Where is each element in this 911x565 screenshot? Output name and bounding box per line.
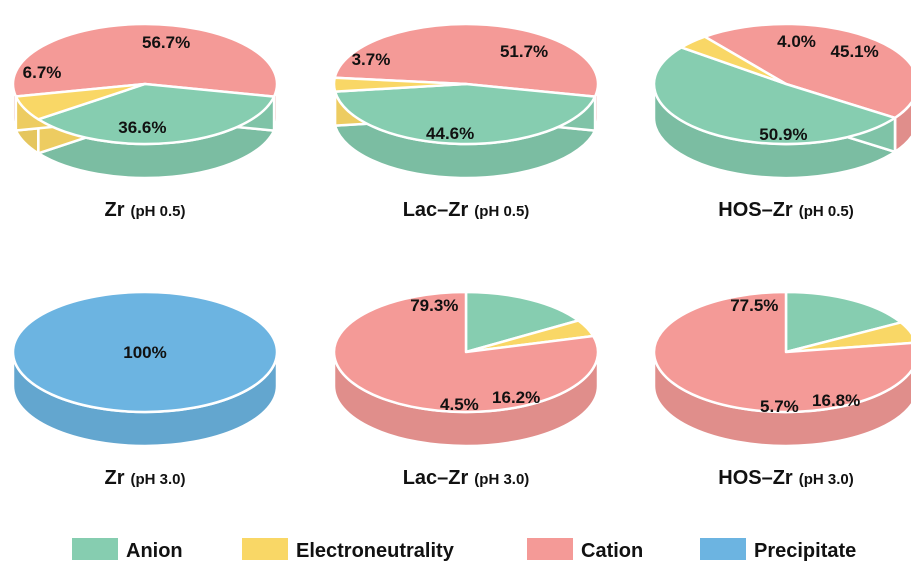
data-label-cation: 45.1% xyxy=(831,42,879,61)
chart-subtitle: (pH 0.5) xyxy=(799,203,854,220)
data-label-cation: 77.5% xyxy=(730,296,778,315)
chart-subtitle: (pH 3.0) xyxy=(799,471,854,488)
chart-subtitle: (pH 0.5) xyxy=(474,203,529,220)
legend-swatch-anion xyxy=(72,538,118,560)
data-label-electroneutrality: 4.5% xyxy=(440,395,479,414)
chart-title-main: HOS–Zr xyxy=(718,199,793,221)
slice-electroneutrality xyxy=(680,35,788,86)
chart-title: HOS–Zr (pH 0.5) xyxy=(718,199,853,221)
slice-cation xyxy=(333,22,600,98)
chart-title: Lac–Zr (pH 0.5) xyxy=(403,199,530,221)
slice-anion xyxy=(37,82,276,146)
data-label-cation: 56.7% xyxy=(142,33,190,52)
pie-chart-3: 45.1% 50.9% 4.0% HOS–Zr (pH 0.5) xyxy=(652,22,911,221)
chart-title-main: Lac–Zr xyxy=(403,467,469,489)
slice-precipitate xyxy=(11,290,279,414)
legend-swatch-electroneutrality xyxy=(242,538,288,560)
legend: Anion Electroneutrality Cation Precipitate xyxy=(72,538,856,562)
legend-label-anion: Anion xyxy=(126,540,183,562)
chart-title: Zr (pH 0.5) xyxy=(104,199,185,221)
slice-anion xyxy=(333,82,597,146)
chart-subtitle: (pH 3.0) xyxy=(130,471,185,488)
legend-swatch-precipitate xyxy=(700,538,746,560)
data-label-anion: 36.6% xyxy=(118,118,166,137)
chart-title-main: Lac–Zr xyxy=(403,199,469,221)
data-label-precipitate: 100% xyxy=(123,343,166,362)
data-label-electroneutrality: 3.7% xyxy=(352,50,391,69)
pie-chart-6: 16.8% 5.7% 77.5% HOS–Zr (pH 3.0) xyxy=(652,290,911,489)
legend-swatch-cation xyxy=(527,538,573,560)
slice-anion xyxy=(464,290,580,354)
slice-cation xyxy=(652,290,911,414)
slice-cation xyxy=(332,290,600,414)
chart-title-main: Zr xyxy=(104,467,124,489)
chart-title-main: HOS–Zr xyxy=(718,467,793,489)
slice-cation xyxy=(11,22,279,98)
chart-title-main: Zr xyxy=(104,199,124,221)
data-label-electroneutrality: 4.0% xyxy=(777,32,816,51)
slice-cation xyxy=(703,22,911,120)
chart-subtitle: (pH 0.5) xyxy=(130,203,185,220)
data-label-electroneutrality: 6.7% xyxy=(23,63,62,82)
slice-anion xyxy=(784,290,903,354)
data-label-electroneutrality: 5.7% xyxy=(760,397,799,416)
data-label-cation: 51.7% xyxy=(500,42,548,61)
pie-chart-2: 51.7% 44.6% 3.7% Lac–Zr (pH 0.5) xyxy=(332,22,600,221)
pie-chart-4: 100% Zr (pH 3.0) xyxy=(11,290,279,489)
data-label-anion: 44.6% xyxy=(426,124,474,143)
slice-anion xyxy=(652,46,897,146)
data-label-anion: 50.9% xyxy=(759,125,807,144)
slice-electroneutrality xyxy=(14,82,147,121)
legend-label-precipitate: Precipitate xyxy=(754,540,856,562)
pie-chart-5: 16.2% 4.5% 79.3% Lac–Zr (pH 3.0) xyxy=(332,290,600,489)
data-label-cation: 79.3% xyxy=(410,296,458,315)
chart-subtitle: (pH 3.0) xyxy=(474,471,529,488)
chart-title: Zr (pH 3.0) xyxy=(104,467,185,489)
data-label-anion: 16.8% xyxy=(812,391,860,410)
pie-chart-1: 56.7% 36.6% 6.7% Zr (pH 0.5) xyxy=(11,22,279,221)
legend-label-electroneutrality: Electroneutrality xyxy=(296,540,455,562)
chart-title: Lac–Zr (pH 3.0) xyxy=(403,467,530,489)
slice-electroneutrality xyxy=(332,76,468,93)
chart-title: HOS–Zr (pH 3.0) xyxy=(718,467,853,489)
legend-label-cation: Cation xyxy=(581,540,643,562)
data-label-anion: 16.2% xyxy=(492,388,540,407)
